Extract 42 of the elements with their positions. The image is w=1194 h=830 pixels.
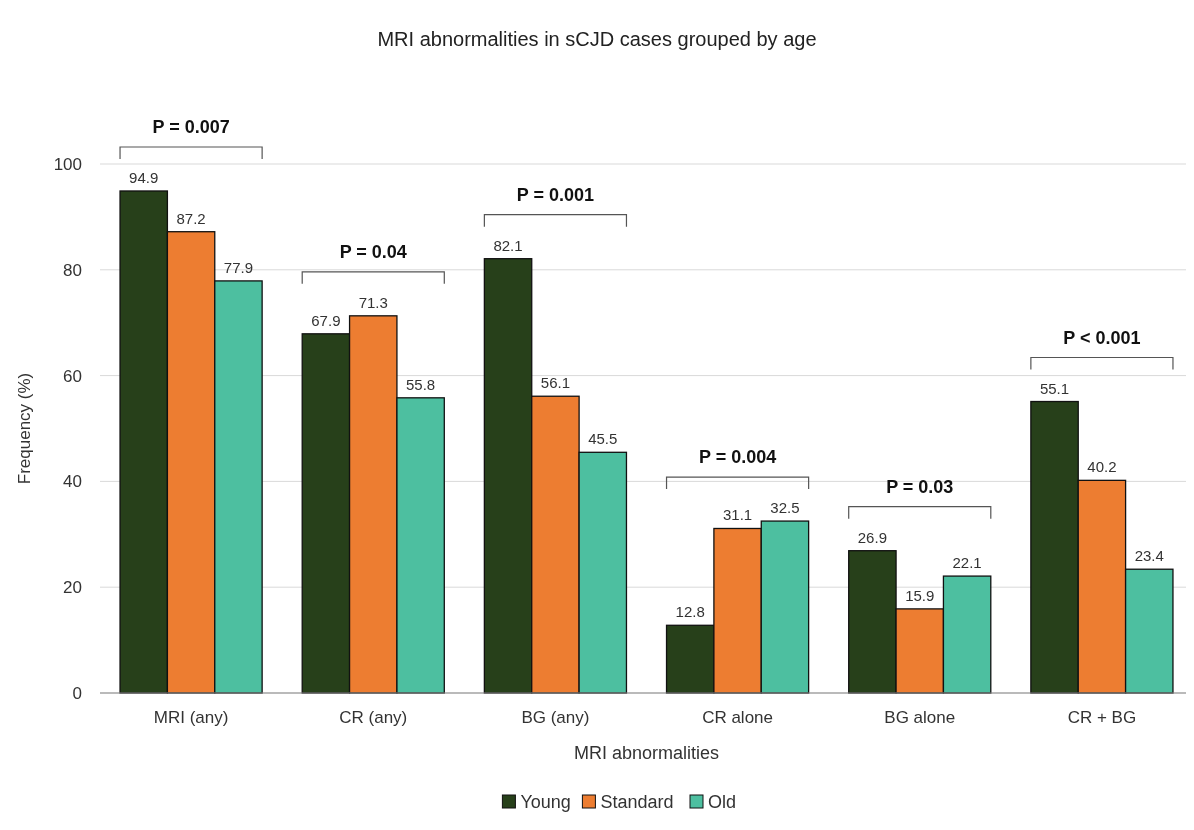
data-label: 12.8 [675, 603, 705, 621]
data-label: 32.5 [770, 499, 800, 517]
annotation: P = 0.004 [698, 447, 777, 468]
data-label: 23.4 [1134, 547, 1164, 565]
legend-label: Old [708, 792, 737, 812]
data-label: 15.9 [905, 586, 935, 604]
data-label: 40.2 [1087, 458, 1117, 476]
data-label: 31.1 [722, 506, 753, 524]
data-label: 26.9 [857, 528, 887, 546]
data-label: 56.1 [540, 374, 571, 392]
data-label: 82.1 [493, 236, 523, 254]
data-label: 45.5 [588, 430, 618, 448]
y-tick-label: 20 [63, 578, 82, 598]
x-tick-label: CR (any) [339, 708, 408, 727]
x-tick-label: BG (any) [521, 708, 590, 727]
y-tick-label: 40 [63, 472, 82, 492]
data-label: 22.1 [952, 554, 982, 572]
chart-title: MRI abnormalities in sCJD cases grouped by age [377, 28, 817, 50]
data-label: 94.9 [129, 168, 159, 186]
annotation: P < 0.001 [1063, 327, 1141, 348]
text: P = 0.007 [152, 116, 230, 137]
annotation: P = 0.04 [339, 241, 407, 262]
x-axis-title: MRI abnormalities [573, 743, 720, 763]
y-tick-label: 0 [72, 683, 82, 703]
data-label: 87.2 [176, 209, 206, 227]
x-tick-label: CR alone [702, 708, 774, 727]
data-label: 77.9 [223, 258, 254, 276]
legend-label: Standard [600, 792, 674, 812]
data-label: 55.1 [1039, 379, 1070, 397]
x-tick-label: MRI (any) [153, 708, 229, 727]
x-tick-label: CR + BG [1067, 708, 1137, 727]
x-tick-label: BG alone [884, 708, 956, 727]
annotation: P = 0.001 [516, 184, 595, 205]
annotation: P = 0.03 [886, 476, 954, 497]
y-tick-label: 100 [53, 154, 82, 174]
data-label: 71.3 [358, 293, 388, 311]
y-axis-title: Frequency (%) [15, 372, 34, 485]
legend-label: Young [520, 792, 571, 812]
data-label: 55.8 [406, 375, 436, 393]
y-tick-label: 80 [63, 260, 82, 280]
data-label: 67.9 [311, 311, 341, 329]
y-tick-label: 60 [63, 366, 82, 386]
